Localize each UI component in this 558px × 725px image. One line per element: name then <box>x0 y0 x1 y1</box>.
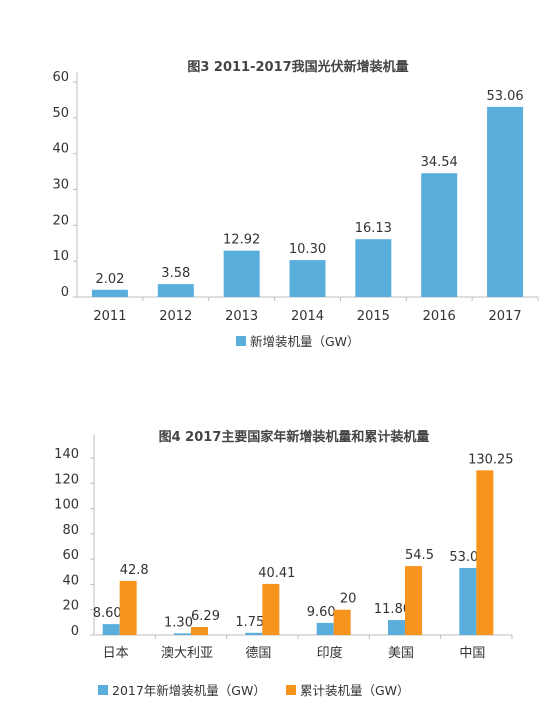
data-label: 6.29 <box>191 609 220 624</box>
data-label: 12.92 <box>223 233 260 248</box>
y-tick-label: 120 <box>54 472 79 487</box>
legend-swatch <box>98 685 108 695</box>
y-tick-label: 60 <box>52 70 69 85</box>
data-label: 40.41 <box>258 566 295 581</box>
chart-2017-country-installed: 图4 2017主要国家年新增装机量和累计装机量 0 20 40 60 80 100 120 14… <box>0 414 558 725</box>
chart-2011-2017-new-installed: 图3 2011-2017我国光伏新增装机量 0 10 20 30 40 50 60 2011 2.… <box>52 59 539 349</box>
y-tick-label: 10 <box>52 249 69 264</box>
chart1-svg: 图3 2011-2017我国光伏新增装机量 0 10 20 30 40 50 60 2011 2.… <box>52 59 539 349</box>
y-tick-label: 0 <box>61 285 69 300</box>
x-tick-label: 2015 <box>357 309 390 324</box>
y-tick-label: 40 <box>62 573 79 588</box>
data-label: 10.30 <box>289 242 326 257</box>
data-label: 20 <box>340 592 357 607</box>
bar-series0-category-0 <box>102 624 120 635</box>
chart2-svg: 图4 2017主要国家年新增装机量和累计装机量 0 20 40 60 80 100 120 14… <box>54 429 514 698</box>
bar-series0-category-3 <box>316 622 334 635</box>
legend-label: 新增装机量（GW） <box>250 334 360 349</box>
x-tick-label: 德国 <box>245 646 271 661</box>
data-label: 53.0 <box>449 550 478 565</box>
data-label: 8.60 <box>93 606 122 621</box>
bar-series1-category-2 <box>262 583 280 635</box>
x-tick-label: 2017 <box>489 309 522 324</box>
bar-category-4 <box>355 239 392 297</box>
y-tick-label: 100 <box>54 498 79 513</box>
legend-swatch <box>236 336 246 346</box>
data-label: 16.13 <box>355 221 392 236</box>
bar-series0-category-4 <box>388 620 405 635</box>
y-tick-label: 140 <box>54 447 79 462</box>
legend-label: 累计装机量（GW） <box>300 683 410 698</box>
x-tick-label: 印度 <box>317 645 343 661</box>
bar-category-6 <box>487 106 524 297</box>
x-tick-label: 2012 <box>159 309 192 324</box>
y-tick-label: 50 <box>52 106 69 121</box>
legend-swatch <box>286 685 296 695</box>
data-label: 3.58 <box>161 266 190 281</box>
bar-series1-category-0 <box>119 580 137 635</box>
bar-category-0 <box>91 289 128 297</box>
y-tick-label: 20 <box>62 599 79 614</box>
data-label: 42.8 <box>120 563 149 578</box>
bar-category-1 <box>157 284 194 297</box>
y-tick-label: 30 <box>52 178 69 193</box>
legend-label: 2017年新增装机量（GW） <box>112 683 266 698</box>
bar-category-2 <box>223 250 260 297</box>
data-label: 9.60 <box>307 605 336 620</box>
data-label: 34.54 <box>421 155 458 170</box>
y-tick-label: 0 <box>71 624 79 639</box>
bar-category-3 <box>289 260 326 297</box>
bar-series0-category-1 <box>174 633 191 635</box>
y-tick-label: 80 <box>62 523 79 538</box>
y-tick-label: 60 <box>62 548 79 563</box>
x-tick-label: 2011 <box>93 309 126 324</box>
y-tick-label: 40 <box>52 142 69 157</box>
data-label: 2.02 <box>95 272 124 287</box>
x-tick-label: 2016 <box>423 309 456 324</box>
data-label: 130.25 <box>468 452 514 467</box>
data-label: 1.75 <box>235 615 264 630</box>
x-tick-label: 中国 <box>459 646 485 661</box>
bar-series0-category-2 <box>245 632 263 635</box>
y-tick-label: 20 <box>52 213 69 228</box>
x-tick-label: 日本 <box>103 646 129 661</box>
chart-title: 图3 2011-2017我国光伏新增装机量 <box>187 59 408 75</box>
chart-title: 图4 2017主要国家年新增装机量和累计装机量 <box>159 429 430 445</box>
data-label: 11.80 <box>374 602 411 617</box>
x-tick-label: 美国 <box>388 646 414 661</box>
bar-series0-category-5 <box>459 567 477 635</box>
bar-category-5 <box>421 173 458 297</box>
data-label: 1.30 <box>164 615 193 630</box>
data-label: 54.5 <box>405 548 434 563</box>
x-tick-label: 澳大利亚 <box>161 645 213 661</box>
bar-series1-category-5 <box>476 470 494 635</box>
bar-series1-category-3 <box>333 609 351 635</box>
bar-series1-category-1 <box>191 627 208 635</box>
data-label: 53.06 <box>486 89 523 104</box>
x-tick-label: 2014 <box>291 309 324 324</box>
bar-series1-category-4 <box>405 566 422 635</box>
x-tick-label: 2013 <box>225 309 258 324</box>
